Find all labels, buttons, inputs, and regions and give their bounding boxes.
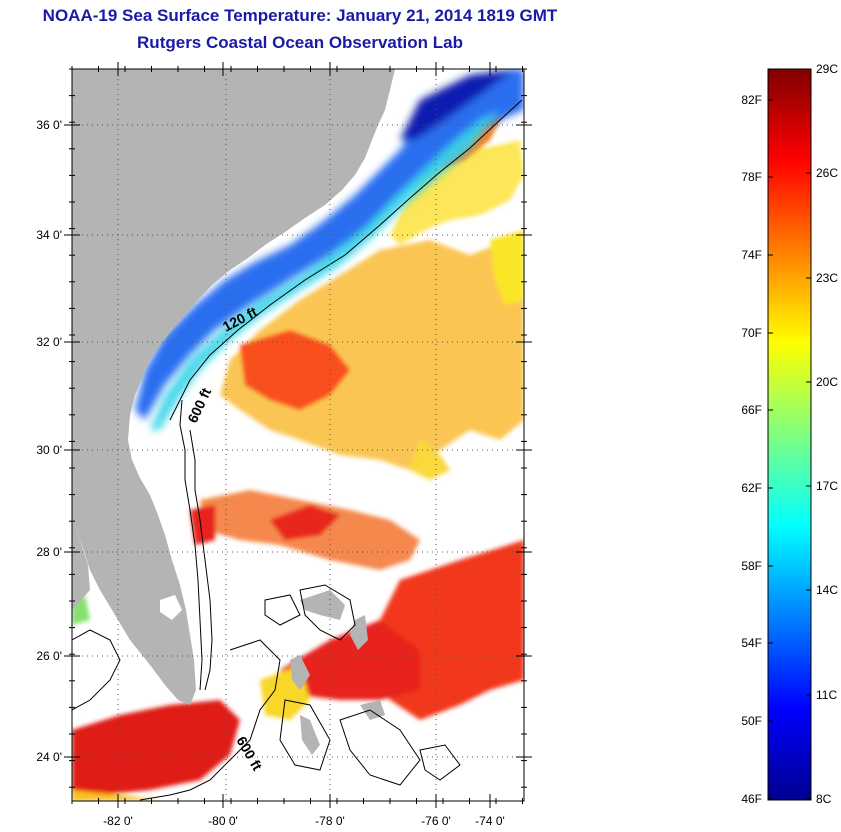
map-title: NOAA-19 Sea Surface Temperature: January… [42,6,558,25]
fahrenheit-label: 70F [741,326,762,340]
map-subtitle: Rutgers Coastal Ocean Observation Lab [137,33,463,52]
sst-map: 36 0' 34 0' 32 0' 30 0' 28 0' 26 0' 24 0' -82 0… [36,62,532,828]
fahrenheit-label: 58F [741,559,762,573]
lat-label: 26 0' [36,649,62,663]
fahrenheit-label: 82F [741,93,762,107]
map-frame [71,68,525,802]
depth-contours [72,99,523,801]
axis-labels: 36 0' 34 0' 32 0' 30 0' 28 0' 26 0' 24 0' -82 0… [36,118,504,828]
celsius-label: 23C [816,271,838,285]
lat-label: 30 0' [36,443,62,457]
lat-label: 28 0' [36,545,62,559]
lat-label: 36 0' [36,118,62,132]
fahrenheit-label: 54F [741,636,762,650]
lat-label: 34 0' [36,228,62,242]
lon-label: -80 0' [208,814,238,828]
celsius-label: 11C [816,688,837,702]
celsius-label: 8C [816,792,832,806]
axis-ticks [64,62,532,808]
celsius-label: 14C [816,583,838,597]
land [72,69,395,755]
lon-label: -82 0' [103,814,133,828]
fahrenheit-label: 66F [741,403,762,417]
fahrenheit-label: 74F [741,248,762,262]
celsius-label: 20C [816,375,838,389]
colorbar-gradient [767,68,812,801]
lon-label: -74 0' [475,814,505,828]
lat-label: 32 0' [36,335,62,349]
celsius-label: 26C [816,166,838,180]
fahrenheit-label: 50F [741,714,762,728]
fahrenheit-label: 46F [741,792,762,806]
celsius-label: 29C [816,62,838,76]
lon-label: -78 0' [315,814,345,828]
celsius-label: 17C [816,479,838,493]
celsius-scale: 29C 26C 23C 20C 17C 14C 11C 8C [806,62,838,806]
lat-label: 24 0' [36,750,62,764]
lon-label: -76 0' [421,814,451,828]
fahrenheit-label: 62F [741,481,762,495]
fahrenheit-scale: 82F 78F 74F 70F 66F 62F 58F 54F 50F 46F [741,93,773,806]
graticule [72,69,524,801]
fahrenheit-label: 78F [741,170,762,184]
